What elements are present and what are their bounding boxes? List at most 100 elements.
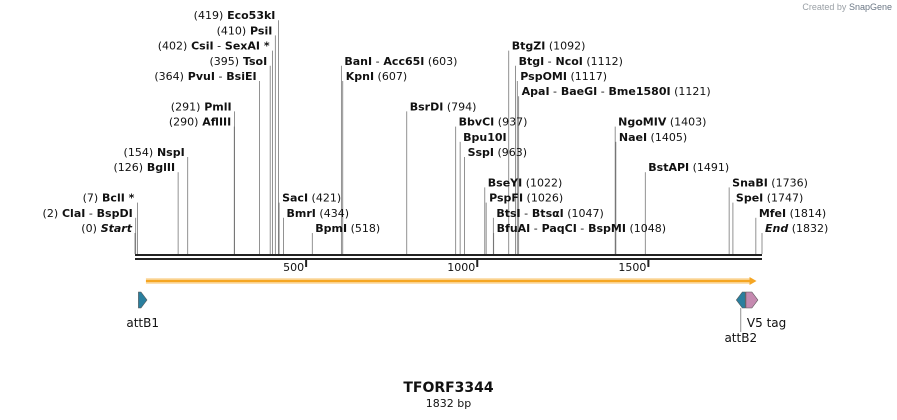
site-label-part: Bme1580I [605, 85, 671, 98]
site-label-part: (154) [124, 146, 154, 159]
site-label-part: - [550, 85, 557, 98]
ruler-tick-label: 500 [283, 261, 304, 274]
site-label-part: BtgZI [512, 40, 546, 53]
site-label-part: (126) [113, 161, 143, 174]
site-label-part: ApaI [522, 85, 550, 98]
site-label-part: BbvCI [459, 116, 495, 129]
site-label-part: PaqCI [538, 222, 577, 235]
site-label-part: SacI [282, 192, 308, 205]
site-label-bfuai-paqci-bspmi-1048: BfuAI - PaqCI - BspMI (1048) [497, 222, 666, 235]
site-label-part: (364) [154, 70, 184, 83]
site-label-part: NgoMIV [618, 116, 667, 129]
site-label-part: (1747) [763, 192, 803, 205]
feature-v5-tag [745, 291, 759, 309]
site-label-part: (395) [210, 55, 240, 68]
site-label-part: SpeI [736, 192, 763, 205]
site-label-part: (963) [494, 146, 527, 159]
site-label-part: (603) [424, 55, 457, 68]
site-label-part: - [215, 70, 222, 83]
site-label-part: (607) [374, 70, 407, 83]
site-label-part: (1121) [671, 85, 711, 98]
site-label-419-eco53ki: (419) Eco53kI [194, 9, 276, 22]
site-label-part: (1026) [523, 192, 563, 205]
feature-attb1 [138, 291, 148, 309]
site-label-btsi-bts-i-1047: BtsI - BtsαI (1047) [496, 207, 604, 220]
site-label-part: NspI [153, 146, 185, 159]
site-label-7-bcli: (7) BclI * [83, 192, 135, 205]
site-label-part: - [544, 55, 551, 68]
site-label-290-afliii: (290) AflIII [169, 116, 231, 129]
site-label-364-pvui-bsiei: (364) PvuI - BsiEI [154, 70, 256, 83]
site-label-part: (1112) [583, 55, 623, 68]
site-leader-lines [134, 20, 763, 254]
site-label-part: (402) [158, 40, 188, 53]
site-label-part: (410) [217, 24, 247, 37]
site-label-part: (1117) [567, 70, 607, 83]
feature-label-attb1: attB1 [126, 316, 159, 330]
feature-label-v5-tag: V5 tag [747, 316, 786, 330]
site-label-2-clai-bspdi: (2) ClaI - BspDI [43, 207, 133, 220]
site-label-part: (1832) [788, 222, 828, 235]
site-label-snabi-1736: SnaBI (1736) [732, 176, 808, 189]
site-label-part: BsiEI [222, 70, 256, 83]
site-label-bseyi-1022: BseYI (1022) [488, 176, 563, 189]
site-label-part: BspDI [93, 207, 133, 220]
site-label-part: (7) [83, 192, 99, 205]
site-label-bsrdi-794: BsrDI (794) [410, 100, 477, 113]
site-label-ngomiv-1403: NgoMIV (1403) [618, 116, 706, 129]
site-label-395-tsoi: (395) TsoI [210, 55, 268, 68]
orf-arrowhead [749, 277, 757, 285]
site-label-part: NaeI [619, 131, 647, 144]
site-label-bbvci-937: BbvCI (937) [459, 116, 528, 129]
site-label-part: ClaI [58, 207, 85, 220]
site-labels: (0) Start (2) ClaI - BspDI (7) BclI * (126)… [43, 9, 829, 235]
site-label-part: BaeGI [557, 85, 597, 98]
site-label-part: BtgI [519, 55, 545, 68]
site-label-part: (1405) [647, 131, 687, 144]
site-label-part: (1814) [786, 207, 826, 220]
site-label-part: BanI [344, 55, 372, 68]
site-label-part: (291) [171, 100, 201, 113]
site-label-part: - [597, 85, 604, 98]
site-label-end-1832: End (1832) [765, 222, 828, 235]
site-label-part: (518) [347, 222, 380, 235]
ruler-tick-label: 1500 [618, 261, 646, 274]
site-label-part: (794) [443, 100, 476, 113]
site-label-part: MfeI [759, 207, 786, 220]
site-label-btgzi-1092: BtgZI (1092) [512, 40, 586, 53]
site-label-part: - [530, 222, 537, 235]
site-label-part: End [765, 222, 788, 235]
site-label-part: (1048) [626, 222, 666, 235]
site-label-part: - [521, 207, 528, 220]
snapgene-credit: Created by SnapGene [802, 2, 892, 12]
plasmid-length: 1832 bp [425, 397, 472, 410]
site-label-part: SspI [468, 146, 494, 159]
site-label-bpmi-518: BpmI (518) [315, 222, 380, 235]
site-label-part: BfuAI [497, 222, 531, 235]
site-label-bstapi-1491: BstAPI (1491) [648, 161, 729, 174]
site-label-0-start: (0) Start [81, 222, 132, 235]
site-label-part: BstAPI [648, 161, 689, 174]
site-label-part: (1736) [768, 176, 808, 189]
site-label-part: (1092) [545, 40, 585, 53]
site-label-part: (0) [81, 222, 97, 235]
site-label-291-pmli: (291) PmlI [171, 100, 232, 113]
site-label-bmri-434: BmrI (434) [287, 207, 349, 220]
site-label-part: BseYI [488, 176, 522, 189]
site-label-part: BpmI [315, 222, 347, 235]
site-label-part: (2) [43, 207, 59, 220]
bp-ruler: 500 1000 1500 [283, 260, 650, 274]
site-label-bpu10i: Bpu10I [463, 131, 507, 144]
site-label-part: (290) [169, 116, 199, 129]
dna-backbone [135, 254, 762, 260]
site-label-kpni-607: KpnI (607) [346, 70, 407, 83]
site-label-part: BmrI [287, 207, 316, 220]
site-label-part: TsoI [239, 55, 267, 68]
site-label-part: Start [97, 222, 133, 235]
site-label-part: AflIII [198, 116, 231, 129]
site-label-part: (419) [194, 9, 224, 22]
site-label-part: BclI * [98, 192, 134, 205]
site-label-part: SnaBI [732, 176, 768, 189]
